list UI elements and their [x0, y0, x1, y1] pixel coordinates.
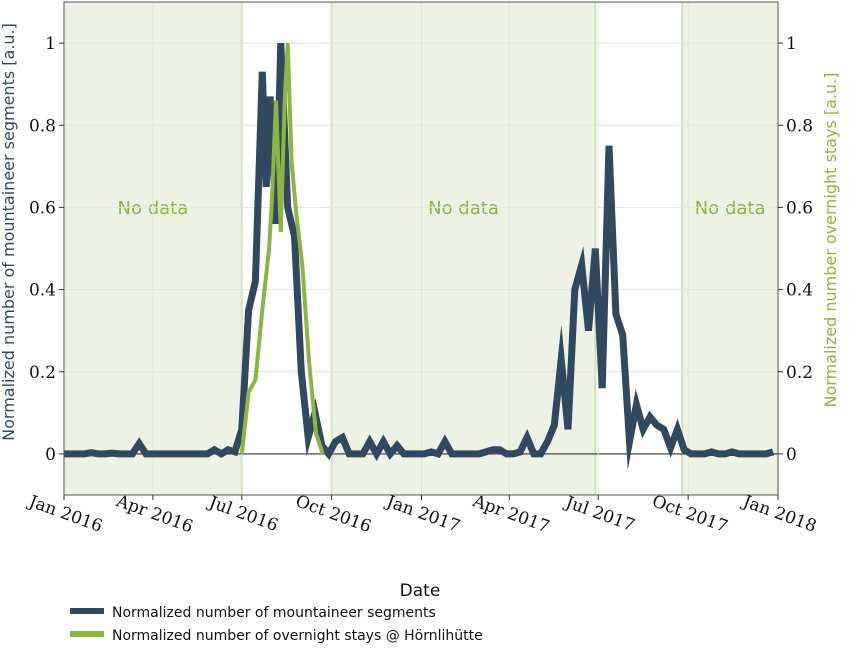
no-data-region-1	[331, 2, 596, 495]
no-data-label-1: No data	[428, 198, 499, 219]
y-axis-label-right: Normalized number overnight stays [a.u.]	[821, 73, 840, 408]
y-tick-label-left-3: 0.6	[29, 198, 56, 218]
x-tick-label-5: Apr 2017	[469, 491, 552, 537]
series-line-0	[64, 42, 775, 470]
y-tick-label-right-2: 0.4	[786, 281, 813, 301]
x-tick-label-6: Jul 2017	[561, 492, 637, 536]
y-tick-label-right-3: 0.6	[786, 198, 813, 218]
no-data-label-2: No data	[695, 198, 766, 219]
legend: Normalized number of mountaineer segment…	[70, 605, 483, 644]
y-tick-label-left-4: 0.8	[29, 116, 56, 136]
x-tick-label-7: Oct 2017	[649, 491, 730, 537]
x-tick-label-2: Jul 2016	[204, 492, 280, 536]
series-layer	[64, 42, 775, 470]
y-tick-label-right-1: 0.2	[786, 363, 813, 383]
y-tick-label-left-1: 0.2	[29, 363, 56, 383]
legend-label-overnight: Normalized number of overnight stays @ H…	[112, 628, 483, 644]
labels: Date Normalized number of mountaineer se…	[0, 23, 840, 601]
legend-label-segments: Normalized number of mountaineer segment…	[112, 605, 436, 621]
y-tick-label-left-2: 0.4	[29, 281, 56, 301]
y-tick-label-right-5: 1	[786, 34, 797, 54]
x-tick-label-0: Jan 2016	[24, 491, 105, 537]
series-line-1	[239, 42, 325, 455]
no-data-region-2	[682, 2, 778, 495]
x-tick-label-4: Jan 2017	[382, 491, 463, 537]
x-tick-label-1: Apr 2016	[113, 491, 196, 537]
x-tick-label-3: Oct 2016	[293, 491, 374, 537]
x-tick-label-8: Jan 2018	[738, 491, 819, 537]
y-tick-label-left-0: 0	[45, 445, 56, 465]
y-axis-label-left: Normalized number of mountaineer segment…	[0, 23, 18, 441]
x-axis-label: Date	[400, 581, 441, 601]
y-tick-label-right-0: 0	[786, 445, 797, 465]
y-tick-label-left-5: 1	[45, 34, 56, 54]
y-tick-label-right-4: 0.8	[786, 116, 813, 136]
